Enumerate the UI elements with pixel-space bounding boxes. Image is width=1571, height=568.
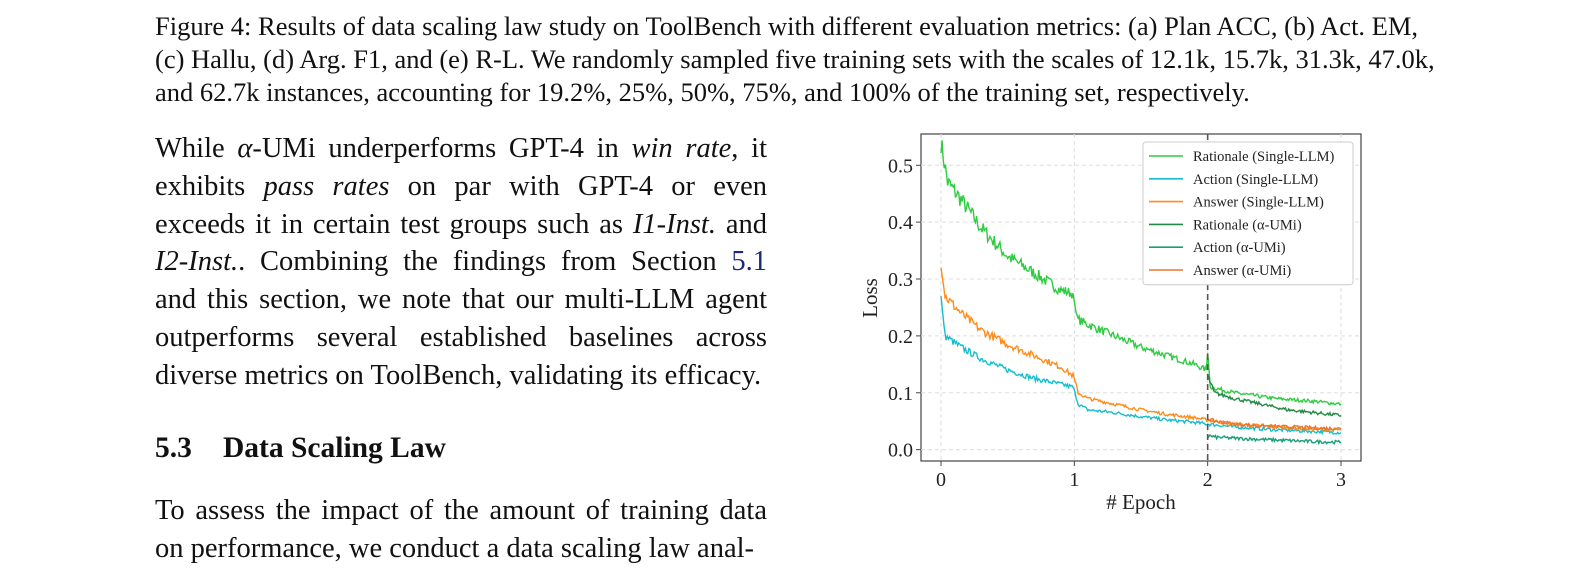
y-tick-label: 0.1 — [888, 383, 913, 405]
legend-entry: Action (α-UMi) — [1193, 240, 1286, 256]
loss-chart: 0.0 0.1 0.2 0.3 0.4 0.5 0 1 2 3 Loss # Epoch Rat… — [858, 133, 1362, 514]
y-tick-label: 0.2 — [888, 326, 913, 348]
alpha-symbol: α — [237, 133, 253, 164]
i1-inst-term: I1-Inst. — [632, 208, 716, 240]
section-number: 5.3 — [155, 432, 192, 464]
section-reference-link[interactable]: 5.1 — [731, 246, 767, 278]
legend-entry: Answer (α-UMi) — [1193, 263, 1291, 279]
x-tick-label: 3 — [1336, 469, 1346, 491]
legend-entry: Answer (Single-LLM) — [1193, 195, 1324, 211]
i2-inst-term: I2-Inst. — [155, 246, 239, 278]
x-axis-label: # Epoch — [1106, 490, 1176, 514]
series-line-1 — [940, 296, 1342, 436]
y-tick-label: 0.0 — [888, 440, 913, 462]
legend-entry: Action (Single-LLM) — [1193, 172, 1318, 188]
y-tick-label: 0.4 — [888, 212, 913, 234]
x-tick-label: 0 — [936, 469, 946, 491]
y-tick-label: 0.5 — [888, 155, 913, 177]
y-axis-label: Loss — [858, 278, 882, 318]
section-title: Data Scaling Law — [223, 432, 446, 464]
figure-caption: Figure 4: Results of data scaling law st… — [155, 11, 1435, 107]
x-tick-label: 2 — [1203, 469, 1213, 491]
pass-rates-term: pass rates — [263, 170, 390, 202]
series-line-4 — [1207, 434, 1342, 446]
section-heading: 5.3 Data Scaling Law — [155, 432, 446, 465]
win-rate-term: win rate — [631, 133, 732, 164]
legend-box — [1142, 141, 1354, 286]
series-line-2 — [940, 267, 1342, 433]
plot-frame — [920, 133, 1362, 462]
chart-legend: Rationale (Single-LLM) Action (Single-LLM… — [1142, 141, 1354, 286]
paragraph-text: While α-UMi underperforms GPT-4 in win r… — [155, 133, 767, 391]
legend-entry: Rationale (α-UMi) — [1193, 217, 1302, 233]
y-tick-label: 0.3 — [888, 269, 913, 291]
legend-entry: Rationale (Single-LLM) — [1193, 149, 1335, 165]
paragraph-text-2: To assess the impact of the amount of tr… — [155, 495, 767, 564]
series-line-3 — [1207, 374, 1342, 418]
series-line-5 — [1207, 417, 1342, 432]
x-tick-label: 1 — [1069, 469, 1079, 491]
series-line-0 — [940, 140, 1342, 406]
